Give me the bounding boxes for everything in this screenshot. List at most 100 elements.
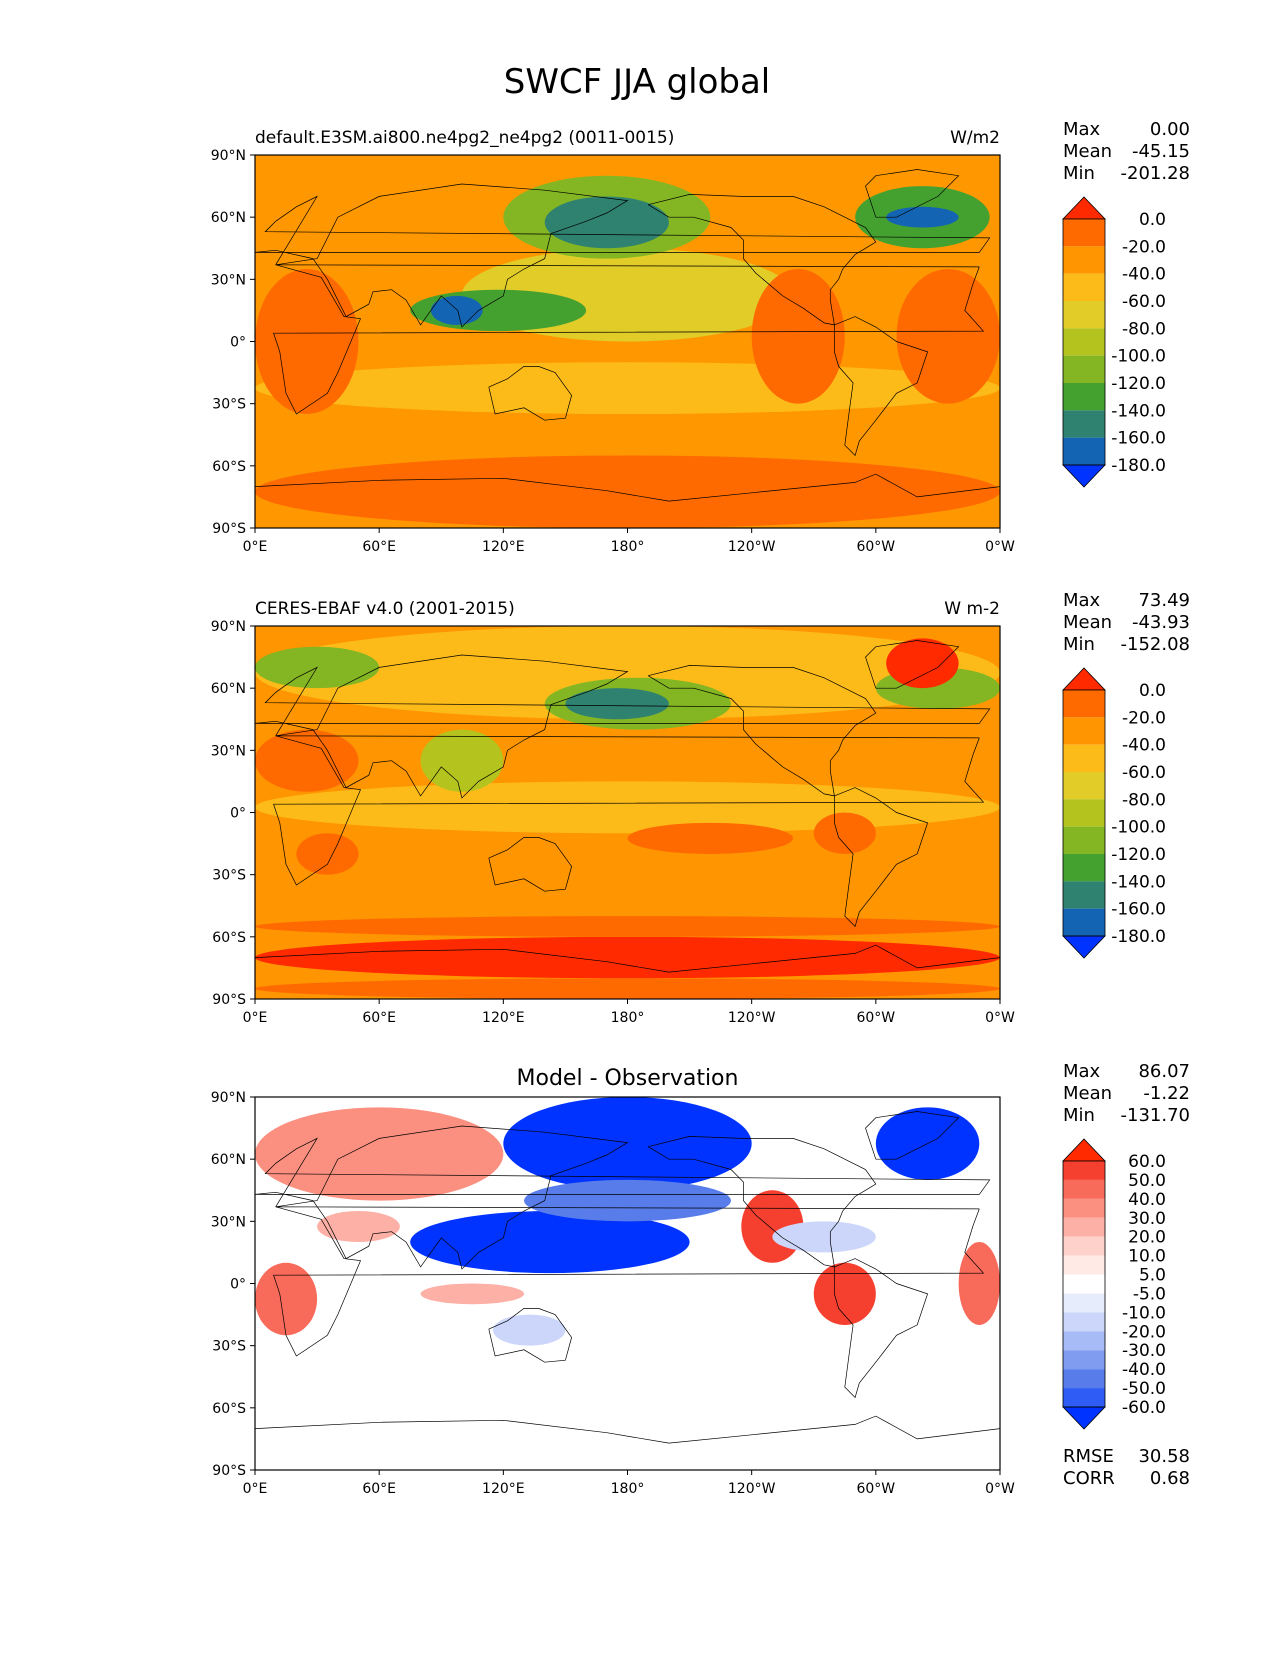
lon-tick-label: 120°W	[728, 1010, 776, 1026]
field-region	[772, 1221, 876, 1253]
coastline	[273, 1206, 985, 1357]
stat-label: Mean	[1063, 612, 1112, 633]
stat-value: -1.22	[1143, 1083, 1190, 1104]
field-region	[255, 1262, 318, 1336]
colorbar-segment	[1063, 301, 1105, 329]
colorbar-label: -180.0	[1111, 927, 1166, 947]
coastline	[488, 366, 572, 421]
lat-tick-label: 30°N	[211, 1214, 246, 1230]
lat-tick-label: 30°S	[212, 868, 246, 884]
colorbar-segment	[1063, 246, 1105, 274]
colorbar-segment	[1063, 219, 1105, 247]
field-region	[813, 812, 876, 854]
coastline	[834, 787, 929, 928]
colorbar-segment	[1063, 690, 1105, 718]
coastline	[648, 194, 877, 326]
lon-tick-label: 0°W	[985, 1010, 1015, 1026]
lat-tick-label: 30°N	[211, 272, 246, 288]
colorbar-segment	[1063, 1312, 1105, 1332]
stat-value: -201.28	[1121, 163, 1190, 184]
lon-tick-label: 180°	[611, 1481, 645, 1497]
lat-tick-label: 30°S	[212, 397, 246, 413]
field-region	[896, 268, 1000, 404]
field-region	[317, 1210, 400, 1243]
colorbar: 0.0 -20.0 -40.0 -60.0 -80.0 -100.0 -120.0 -140.…	[1062, 196, 1166, 488]
colorbar-segment	[1063, 799, 1105, 827]
colorbar-label: -40.0	[1122, 265, 1166, 285]
lat-tick-label: 90°S	[212, 992, 246, 1008]
coastline	[255, 654, 991, 799]
field-region	[524, 1179, 731, 1222]
coastline	[648, 665, 877, 797]
coastline	[255, 473, 1000, 502]
lat-tick-label: 60°S	[212, 459, 246, 475]
coastline	[488, 1308, 572, 1363]
field-region	[255, 781, 1000, 834]
stat-value: -131.70	[1121, 1105, 1190, 1126]
lon-tick-label: 180°	[611, 1010, 645, 1026]
stat-label: Mean	[1063, 1083, 1112, 1104]
panel-left-title: CERES-EBAF v4.0 (2001-2015)	[255, 599, 515, 619]
colorbar-extend-bottom	[1062, 464, 1106, 488]
stat-label: Max	[1063, 119, 1101, 140]
stat-value: 0.00	[1150, 119, 1190, 140]
colorbar-label: -60.0	[1122, 763, 1166, 783]
colorbar-label: 30.0	[1128, 1209, 1166, 1229]
colorbar-segment	[1063, 1388, 1105, 1407]
field-region	[410, 1210, 690, 1274]
colorbar-label: -60.0	[1122, 1398, 1166, 1418]
coastline	[273, 735, 985, 886]
stat-value: -43.93	[1132, 612, 1190, 633]
colorbar-segment	[1063, 1274, 1105, 1294]
colorbar-label: -140.0	[1111, 401, 1166, 421]
lon-tick-label: 60°E	[362, 1481, 396, 1497]
lat-tick-label: 90°S	[212, 521, 246, 537]
colorbar-label: -60.0	[1122, 292, 1166, 312]
colorbar-segment	[1063, 1161, 1105, 1180]
colorbar-label: -120.0	[1111, 845, 1166, 865]
lon-tick-label: 120°W	[728, 539, 776, 555]
colorbar-label: -20.0	[1122, 237, 1166, 257]
lon-tick-label: 180°	[611, 539, 645, 555]
lat-tick-label: 60°S	[212, 930, 246, 946]
panel-units: W/m2	[950, 128, 1000, 148]
stat-value: -152.08	[1121, 634, 1190, 655]
colorbar-segment	[1063, 1236, 1105, 1256]
coastline	[865, 169, 960, 218]
field-region	[255, 916, 1000, 937]
stat-value: 86.07	[1138, 1061, 1190, 1082]
extra-stat-value: 0.68	[1150, 1468, 1190, 1489]
figure-title: SWCF JJA global	[504, 62, 771, 102]
colorbar-segment	[1063, 1350, 1105, 1370]
colorbar-label: 10.0	[1128, 1247, 1166, 1267]
colorbar-label: -50.0	[1122, 1379, 1166, 1399]
lat-tick-label: 0°	[230, 335, 246, 351]
field-region	[255, 978, 1000, 999]
map-field	[255, 626, 1000, 999]
field-region	[255, 729, 359, 792]
coastline	[255, 1415, 1000, 1444]
field-region	[296, 833, 359, 875]
lat-tick-label: 30°N	[211, 743, 246, 759]
coastline	[648, 1136, 877, 1268]
lat-tick-label: 90°S	[212, 1463, 246, 1479]
colorbar-label: -180.0	[1111, 456, 1166, 476]
colorbar-segment	[1063, 854, 1105, 882]
colorbar-segment	[1063, 1369, 1105, 1389]
field-region	[420, 1283, 525, 1305]
lon-tick-label: 60°E	[362, 1010, 396, 1026]
colorbar-segment	[1063, 410, 1105, 438]
field-region	[255, 455, 1000, 528]
coastline	[255, 944, 1000, 973]
field-region	[813, 1262, 876, 1325]
field-region	[255, 1107, 504, 1201]
stat-value: -45.15	[1132, 141, 1190, 162]
stat-label: Min	[1063, 1105, 1095, 1126]
stat-label: Max	[1063, 590, 1101, 611]
lat-tick-label: 60°N	[211, 1152, 246, 1168]
field-region	[886, 638, 959, 689]
colorbar-label: -80.0	[1122, 790, 1166, 810]
extra-stat-value: 30.58	[1138, 1446, 1190, 1467]
